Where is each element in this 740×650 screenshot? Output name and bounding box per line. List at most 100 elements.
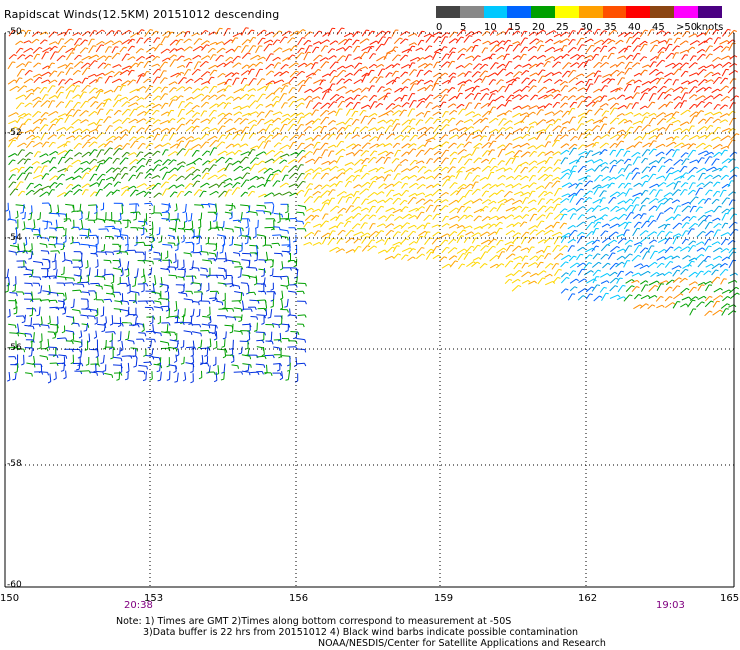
wind-barb-flag bbox=[620, 159, 625, 162]
wind-barb-flag bbox=[271, 158, 275, 162]
wind-barb bbox=[207, 135, 216, 141]
wind-barb-flag bbox=[548, 103, 553, 106]
wind-barb-flag bbox=[72, 135, 76, 139]
wind-barb bbox=[57, 38, 62, 45]
wind-barb-flag bbox=[322, 79, 326, 81]
wind-barb-flag bbox=[300, 124, 304, 126]
wind-barb bbox=[327, 27, 333, 37]
wind-barb-flag bbox=[272, 227, 275, 231]
wind-barb bbox=[384, 197, 391, 204]
wind-barb-flag bbox=[192, 229, 194, 233]
wind-barb bbox=[256, 111, 262, 118]
wind-barb-flag bbox=[69, 190, 73, 193]
wind-barb bbox=[519, 112, 527, 117]
wind-barb bbox=[162, 159, 169, 166]
wind-barb bbox=[543, 61, 549, 68]
wind-barb-flag bbox=[206, 182, 210, 186]
wind-barb bbox=[232, 105, 240, 110]
wind-barb bbox=[537, 69, 543, 76]
wind-barb bbox=[96, 72, 103, 77]
wind-barb bbox=[673, 31, 680, 37]
wind-barb-flag bbox=[358, 88, 362, 91]
wind-barb bbox=[616, 113, 623, 118]
wind-barb bbox=[648, 148, 655, 155]
wind-barb-flag bbox=[727, 135, 731, 138]
wind-barb-flag bbox=[331, 48, 335, 51]
wind-barb bbox=[160, 111, 168, 116]
wind-barb-flag bbox=[687, 80, 691, 84]
wind-barb bbox=[489, 62, 496, 70]
wind-barb bbox=[194, 204, 203, 206]
wind-barb-flag bbox=[501, 54, 505, 58]
wind-barb bbox=[393, 37, 401, 45]
wind-barb-flag bbox=[405, 238, 409, 241]
wind-barb-flag bbox=[357, 45, 361, 48]
wind-barb bbox=[137, 72, 144, 77]
wind-barb bbox=[416, 236, 421, 244]
wind-barb bbox=[727, 180, 732, 188]
wind-barb-flag bbox=[702, 230, 706, 234]
wind-barb bbox=[423, 199, 431, 206]
wind-barb-flag bbox=[151, 102, 155, 106]
wind-barb bbox=[289, 192, 296, 197]
wind-barb-flag bbox=[119, 126, 123, 129]
wind-barb-flag bbox=[719, 143, 723, 147]
wind-barb-flag bbox=[350, 97, 354, 100]
wind-barb-flag bbox=[86, 172, 90, 175]
wind-barb bbox=[465, 231, 472, 236]
wind-barb bbox=[399, 199, 405, 206]
wind-barb-flag bbox=[132, 56, 136, 59]
wind-barb bbox=[423, 126, 432, 134]
wind-barb bbox=[559, 222, 565, 229]
wind-barb bbox=[8, 137, 16, 142]
wind-barb bbox=[457, 53, 463, 61]
wind-barb-flag bbox=[572, 30, 576, 32]
wind-barb-flag bbox=[454, 231, 458, 234]
wind-barb bbox=[591, 125, 598, 132]
wind-barb-flag bbox=[38, 76, 43, 79]
wind-barb bbox=[65, 203, 73, 206]
wind-barb-flag bbox=[142, 252, 145, 256]
wind-barb-flag bbox=[653, 140, 657, 142]
wind-barb bbox=[49, 227, 56, 229]
wind-barb-flag bbox=[359, 149, 363, 152]
wind-barb bbox=[288, 100, 294, 108]
wind-barb-flag bbox=[398, 110, 402, 113]
wind-barb-flag bbox=[262, 141, 267, 143]
wind-barb bbox=[295, 124, 302, 132]
wind-barb-flag bbox=[420, 119, 424, 122]
wind-barb bbox=[458, 108, 464, 115]
wind-barb bbox=[391, 70, 397, 77]
wind-barb bbox=[89, 87, 96, 94]
wind-barb bbox=[512, 136, 521, 141]
wind-barb bbox=[592, 158, 601, 164]
wind-barb-flag bbox=[550, 38, 554, 42]
wind-barb-flag bbox=[611, 52, 615, 55]
wind-barb bbox=[41, 185, 49, 190]
wind-barb bbox=[674, 142, 683, 148]
wind-barb bbox=[56, 55, 63, 62]
wind-barb-flag bbox=[526, 112, 530, 116]
wind-barb bbox=[72, 175, 80, 181]
wind-barb bbox=[496, 183, 503, 188]
wind-barb-flag bbox=[635, 167, 639, 170]
wind-barb bbox=[625, 54, 631, 60]
wind-barb bbox=[287, 165, 296, 173]
wind-barb bbox=[360, 214, 367, 222]
wind-barb bbox=[727, 240, 733, 245]
wind-barb bbox=[641, 132, 648, 141]
wind-barb bbox=[24, 166, 31, 173]
wind-barb bbox=[568, 229, 575, 238]
wind-barb bbox=[289, 70, 297, 78]
wind-barb bbox=[222, 243, 225, 253]
wind-barb bbox=[528, 182, 535, 188]
wind-barb-flag bbox=[301, 172, 305, 175]
wind-barb bbox=[240, 191, 246, 197]
wind-barb-flag bbox=[206, 44, 210, 47]
wind-barb-flag bbox=[463, 183, 467, 187]
wind-barb bbox=[642, 64, 649, 69]
wind-barb-flag bbox=[678, 31, 682, 35]
wind-barb bbox=[505, 184, 512, 188]
wind-barb-flag bbox=[532, 236, 536, 239]
wind-barb bbox=[664, 72, 672, 78]
